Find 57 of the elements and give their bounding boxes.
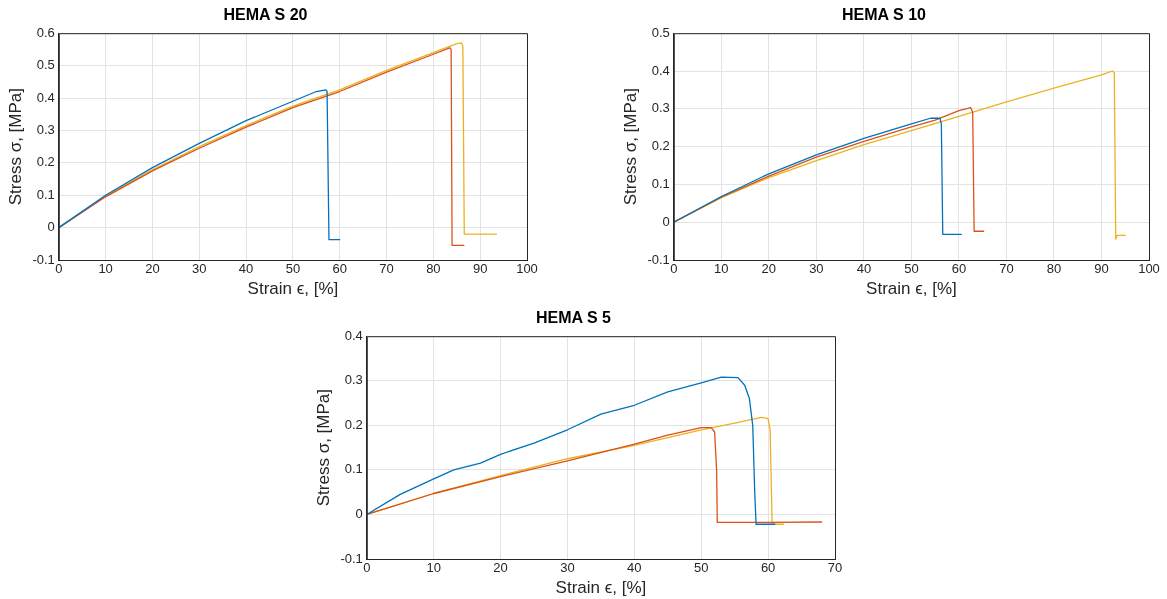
y-tick-label: -0.1 — [32, 251, 55, 267]
x-tick-label: 30 — [192, 261, 207, 277]
x-tick-label: 90 — [1094, 261, 1109, 277]
x-tick-label: 70 — [827, 560, 843, 576]
y-tick-label: 0.3 — [651, 100, 670, 116]
y-tick-label: 0.2 — [344, 416, 363, 432]
x-tick-label: 10 — [714, 261, 729, 277]
x-tick-label: 60 — [332, 261, 347, 277]
x-tick-label: 90 — [472, 261, 488, 277]
chart-title: HEMA S 20 — [223, 6, 308, 24]
x-axis-title: Strain ϵ, [%] — [247, 279, 339, 299]
x-tick-label: 60 — [760, 560, 776, 576]
x-tick-label: 60 — [951, 261, 967, 277]
y-axis-title: Stress σ, [MPa] — [620, 87, 640, 206]
x-tick-label: 100 — [1138, 261, 1160, 277]
y-tick-label: 0.2 — [36, 154, 55, 170]
y-tick-label: 0.1 — [651, 175, 670, 191]
x-tick-label: 10 — [426, 560, 441, 576]
y-tick-label: 0.4 — [344, 327, 363, 343]
x-tick-label: 20 — [493, 560, 508, 576]
x-tick-label: 70 — [379, 261, 394, 277]
x-tick-label: 40 — [238, 261, 254, 277]
y-tick-label: 0.1 — [36, 186, 55, 202]
x-tick-label: 50 — [693, 560, 709, 576]
y-tick-label: 0.4 — [651, 62, 670, 78]
y-tick-label: 0.5 — [651, 24, 670, 40]
x-tick-label: 30 — [560, 560, 575, 576]
x-tick-label: 100 — [516, 261, 538, 277]
y-tick-label: 0 — [662, 213, 670, 229]
y-tick-label: 0.1 — [344, 461, 363, 477]
x-tick-label: 80 — [426, 261, 441, 277]
y-tick-label: 0.3 — [36, 121, 55, 137]
y-axis-title: Stress σ, [MPa] — [5, 87, 25, 206]
chart-title: HEMA S 5 — [536, 309, 612, 327]
y-axis-title: Stress σ, [MPa] — [313, 388, 333, 507]
x-axis-title: Strain ϵ, [%] — [555, 578, 647, 598]
y-tick-label: 0.4 — [36, 89, 55, 105]
x-tick-label: 20 — [761, 261, 777, 277]
x-tick-label: 70 — [999, 261, 1014, 277]
x-tick-label: 50 — [285, 261, 301, 277]
x-tick-label: 20 — [145, 261, 160, 277]
x-tick-label: 40 — [627, 560, 642, 576]
x-tick-label: 50 — [904, 261, 919, 277]
y-tick-label: 0 — [47, 219, 55, 235]
y-tick-label: 0.2 — [651, 138, 670, 154]
x-tick-label: 40 — [856, 261, 872, 277]
y-tick-label: 0.3 — [344, 372, 363, 388]
chart-title: HEMA S 10 — [842, 6, 927, 24]
x-tick-label: 80 — [1046, 261, 1062, 277]
y-tick-label: 0 — [355, 506, 363, 522]
y-tick-label: -0.1 — [340, 550, 363, 566]
x-tick-label: 30 — [809, 261, 824, 277]
y-tick-label: 0.5 — [36, 57, 55, 73]
x-axis-title: Strain ϵ, [%] — [866, 279, 957, 299]
y-tick-label: -0.1 — [647, 251, 670, 267]
x-tick-label: 10 — [98, 261, 113, 277]
y-tick-label: 0.6 — [36, 24, 55, 40]
